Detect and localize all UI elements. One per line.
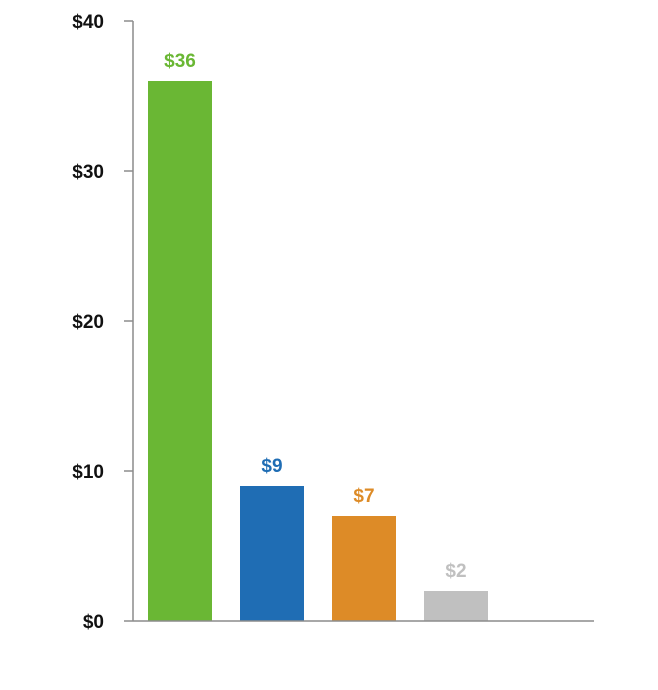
bars	[148, 81, 488, 621]
bar	[148, 81, 212, 621]
y-tick-label: $40	[72, 12, 104, 33]
y-tick-label: $0	[83, 612, 104, 633]
bar	[240, 486, 304, 621]
bar-value-label: $2	[445, 561, 466, 582]
bar-value-label: $7	[353, 486, 374, 507]
bar-value-label: $9	[261, 456, 282, 477]
y-axis-ticks: $0 $10 $20 $30 $40	[72, 12, 133, 633]
data-labels: $36 $9 $7 $2	[164, 51, 466, 582]
y-tick-label: $10	[72, 462, 104, 483]
bar	[424, 591, 488, 621]
y-tick-label: $30	[72, 162, 104, 183]
bar	[332, 516, 396, 621]
y-tick-label: $20	[72, 312, 104, 333]
bar-value-label: $36	[164, 51, 196, 72]
